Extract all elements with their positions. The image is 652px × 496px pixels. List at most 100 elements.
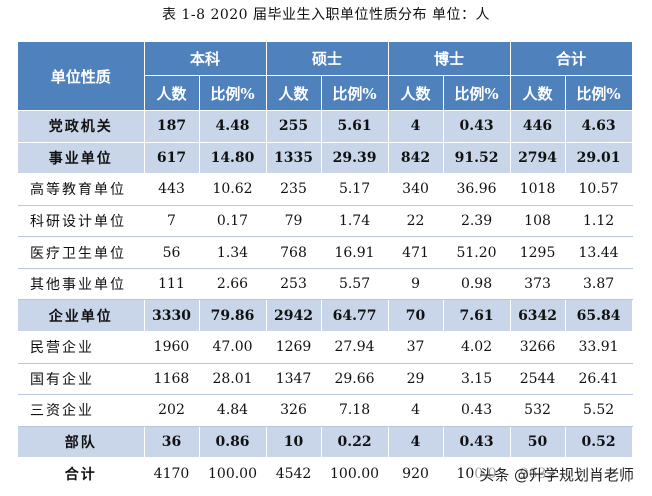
count-cell: 4 (388, 394, 444, 427)
ratio-cell: 79.86 (199, 299, 267, 333)
ratio-cell: 0.98 (443, 268, 511, 301)
count-cell: 202 (144, 394, 200, 427)
count-cell: 340 (388, 173, 444, 206)
row-category-label: 医疗卫生单位 (18, 236, 145, 269)
count-cell: 1269 (266, 331, 322, 364)
row-category-label: 部队 (18, 426, 145, 459)
ratio-cell: 91.52 (443, 142, 511, 175)
count-cell: 37 (388, 331, 444, 364)
ratio-cell: 65.84 (565, 299, 633, 333)
table-row: 民营企业 1960 47.00 1269 27.94 37 4.02 3266 33.91 (18, 331, 633, 364)
ratio-cell: 5.57 (321, 268, 389, 301)
ratio-cell: 16.91 (321, 236, 389, 269)
count-cell: 187 (144, 110, 200, 143)
ratio-cell: 4.84 (199, 394, 267, 427)
row-category-label: 国有企业 (18, 363, 145, 396)
sub-header-count: 人数 (510, 75, 566, 111)
row-category-label: 党政机关 (18, 110, 145, 143)
count-cell: 9 (388, 268, 444, 301)
row-category-label: 科研设计单位 (18, 205, 145, 238)
distribution-table: 单位性质 本科 硕士 博士 合计 人数 比例% 人数 比例% 人数 比例% 人数… (18, 42, 633, 490)
count-cell: 617 (144, 142, 200, 175)
row-label-header: 单位性质 (18, 42, 145, 111)
count-cell: 6342 (510, 299, 566, 333)
table-row: 部队 36 0.86 10 0.22 4 0.43 50 0.52 (18, 426, 633, 459)
count-cell: 446 (510, 110, 566, 143)
group-header-doctor: 博士 (388, 42, 511, 76)
count-cell: 36 (144, 426, 200, 459)
ratio-cell: 4.02 (443, 331, 511, 364)
ratio-cell: 14.80 (199, 142, 267, 175)
row-category-label: 其他事业单位 (18, 268, 145, 301)
ratio-cell: 1.34 (199, 236, 267, 269)
sub-header-ratio: 比例% (565, 75, 633, 111)
count-cell: 50 (510, 426, 566, 459)
ratio-cell: 29.01 (565, 142, 633, 175)
ratio-cell: 64.77 (321, 299, 389, 333)
ratio-cell: 28.01 (199, 363, 267, 396)
row-category-label: 企业单位 (18, 299, 145, 333)
sub-header-count: 人数 (266, 75, 322, 111)
count-cell: 235 (266, 173, 322, 206)
table-row: 科研设计单位 7 0.17 79 1.74 22 2.39 108 1.12 (18, 205, 633, 238)
ratio-cell: 7.18 (321, 394, 389, 427)
row-category-label: 合计 (18, 457, 145, 490)
count-cell: 29 (388, 363, 444, 396)
count-cell: 3266 (510, 331, 566, 364)
row-category-label: 事业单位 (18, 142, 145, 175)
ratio-cell: 4.63 (565, 110, 633, 143)
count-cell: 22 (388, 205, 444, 238)
table-row: 三资企业 202 4.84 326 7.18 4 0.43 532 5.52 (18, 394, 633, 427)
count-cell: 1960 (144, 331, 200, 364)
count-cell: 111 (144, 268, 200, 301)
count-cell: 255 (266, 110, 322, 143)
ratio-cell: 7.61 (443, 299, 511, 333)
count-cell: 1347 (266, 363, 322, 396)
table-caption: 表 1-8 2020 届毕业生入职单位性质分布 单位：人 (162, 7, 490, 23)
table-row: 事业单位 617 14.80 1335 29.39 842 91.52 2794 29.01 (18, 142, 633, 175)
row-category-label: 民营企业 (18, 331, 145, 364)
count-cell: 842 (388, 142, 444, 175)
ratio-cell: 36.96 (443, 173, 511, 206)
ratio-cell: 26.41 (565, 363, 633, 396)
ratio-cell: 1.74 (321, 205, 389, 238)
sub-header-ratio: 比例% (199, 75, 267, 111)
ratio-cell: 27.94 (321, 331, 389, 364)
group-header-master: 硕士 (266, 42, 389, 76)
group-header-total: 合计 (510, 42, 633, 76)
count-cell: 373 (510, 268, 566, 301)
count-cell: 253 (266, 268, 322, 301)
table-row: 企业单位 3330 79.86 2942 64.77 70 7.61 6342 65.84 (18, 299, 633, 333)
count-cell: 108 (510, 205, 566, 238)
ratio-cell: 4.48 (199, 110, 267, 143)
ratio-cell: 0.43 (443, 426, 511, 459)
row-category-label: 三资企业 (18, 394, 145, 427)
ratio-cell: 5.52 (565, 394, 633, 427)
count-cell: 2794 (510, 142, 566, 175)
row-category-label: 高等教育单位 (18, 173, 145, 206)
count-cell: 4170 (144, 457, 200, 490)
count-cell: 4 (388, 426, 444, 459)
ratio-cell: 2.39 (443, 205, 511, 238)
count-cell: 4542 (266, 457, 322, 490)
table-row: 其他事业单位 111 2.66 253 5.57 9 0.98 373 3.87 (18, 268, 633, 301)
ratio-cell: 1.12 (565, 205, 633, 238)
table-row: 医疗卫生单位 56 1.34 768 16.91 471 51.20 1295 13.44 (18, 236, 633, 269)
ratio-cell: 33.91 (565, 331, 633, 364)
ratio-cell: 13.44 (565, 236, 633, 269)
count-cell: 10 (266, 426, 322, 459)
count-cell: 1335 (266, 142, 322, 175)
sub-header-count: 人数 (144, 75, 200, 111)
ratio-cell: 3.15 (443, 363, 511, 396)
table-row: 高等教育单位 443 10.62 235 5.17 340 36.96 1018 10.57 (18, 173, 633, 206)
count-cell: 56 (144, 236, 200, 269)
ratio-cell: 100.00 (321, 457, 389, 490)
sub-header-ratio: 比例% (321, 75, 389, 111)
sub-header-ratio: 比例% (443, 75, 511, 111)
table-row: 国有企业 1168 28.01 1347 29.66 29 3.15 2544 26.41 (18, 363, 633, 396)
count-cell: 768 (266, 236, 322, 269)
ratio-cell: 5.61 (321, 110, 389, 143)
ratio-cell: 0.43 (443, 110, 511, 143)
ratio-cell: 0.43 (443, 394, 511, 427)
count-cell: 79 (266, 205, 322, 238)
